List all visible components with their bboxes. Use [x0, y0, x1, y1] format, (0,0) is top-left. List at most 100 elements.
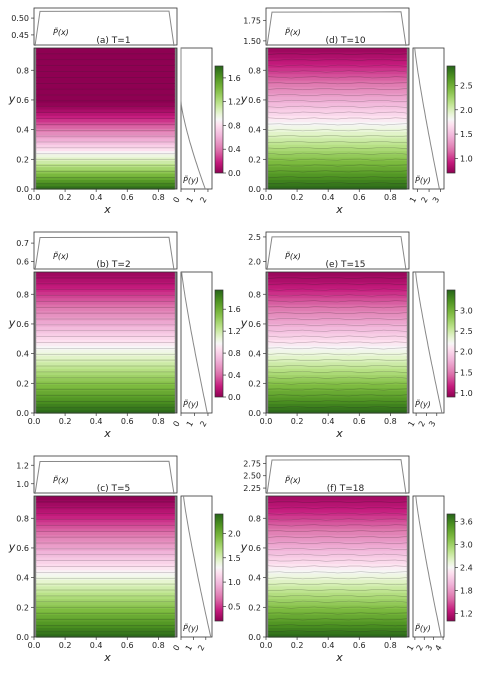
heatmap-band	[268, 284, 407, 289]
py-tick-label: 2	[198, 420, 208, 429]
contour-line	[268, 518, 407, 521]
contour-line	[268, 606, 407, 609]
heatmap-band	[36, 118, 175, 123]
heatmap-band	[36, 627, 175, 632]
heatmap-band	[268, 185, 407, 190]
x-axis-label: x	[103, 203, 111, 216]
px-frame	[33, 231, 178, 270]
heatmap-band	[36, 409, 175, 414]
heatmap-band	[36, 67, 175, 72]
heatmap-band	[36, 361, 175, 366]
heatmap-band	[36, 345, 175, 350]
y-tick-label: 0.0	[16, 633, 29, 642]
py-tick-label: 1	[184, 644, 194, 653]
heatmap-band	[36, 371, 175, 376]
contour-line	[268, 99, 407, 102]
contour-line	[268, 312, 407, 315]
heatmap-band	[36, 128, 175, 132]
heatmap-band	[36, 131, 175, 136]
heatmap-band	[36, 595, 175, 600]
py-tick-label: 3	[427, 420, 437, 429]
y-tick-label: 0.4	[248, 350, 261, 359]
contour-line	[268, 105, 407, 108]
heatmap-band	[268, 166, 407, 171]
px-frame	[33, 7, 178, 46]
x-tick-label: 0.8	[384, 193, 397, 202]
heatmap-band	[36, 579, 175, 584]
contour-line	[268, 341, 407, 344]
heatmap-band	[268, 396, 407, 401]
heatmap-band	[36, 374, 175, 379]
heatmap-band	[268, 54, 407, 59]
panel-5: 0.0 0.2 0.4 0.6 0.8 0.0 0.2 0.4 0.6 0.8 x y 1.2 1.0 P̃…	[8, 455, 241, 664]
heatmap-band	[268, 278, 407, 283]
contour-line	[268, 282, 407, 285]
x-tick-label: 0.0	[260, 641, 273, 650]
heatmap-band	[36, 534, 175, 539]
py-curve	[181, 271, 208, 414]
heatmap-band	[268, 384, 407, 388]
x-axis-label: x	[335, 651, 343, 664]
heatmap-band	[36, 176, 175, 180]
colorbar	[214, 65, 224, 174]
contour-line	[268, 329, 407, 332]
py-tick-label: 1	[185, 196, 195, 205]
heatmap-band	[268, 521, 407, 526]
panel-2: 0.0 0.2 0.4 0.6 0.8 0.0 0.2 0.4 0.6 0.8 x y 1.75 1.50…	[240, 7, 473, 216]
contour-line	[268, 547, 407, 550]
py-curve	[183, 495, 212, 638]
x-tick-label: 0.8	[384, 641, 397, 650]
contour-line	[268, 382, 407, 385]
heatmap-band	[36, 160, 175, 164]
heatmap-band	[268, 332, 407, 337]
heatmap-band	[36, 121, 175, 126]
heatmap-band	[268, 320, 407, 324]
heatmap-band	[36, 588, 175, 593]
heatmap-band	[36, 313, 175, 318]
y-tick-label: 0.0	[16, 185, 29, 194]
heatmap-band	[36, 336, 175, 340]
x-tick-label: 0.6	[121, 193, 134, 202]
heatmap-band	[36, 553, 175, 558]
contour-line	[268, 152, 407, 155]
heatmap-band	[268, 569, 407, 574]
heatmap-band	[268, 140, 407, 145]
heatmap-band	[36, 64, 175, 68]
contour-line	[268, 571, 407, 574]
heatmap-band	[36, 60, 175, 65]
heatmap-band	[268, 304, 407, 308]
contour-line	[268, 400, 407, 403]
heatmap-band	[36, 364, 175, 369]
py-tick-label: 4	[433, 644, 443, 653]
px-tick-label: 2.5	[248, 233, 261, 242]
heatmap-band	[268, 172, 407, 177]
heatmap-band	[268, 550, 407, 555]
heatmap-band	[268, 156, 407, 161]
y-tick-label: 0.0	[16, 409, 29, 418]
heatmap-band	[36, 169, 175, 174]
heatmap-band	[268, 566, 407, 571]
x-tick-label: 0.4	[322, 641, 335, 650]
heatmap-band	[268, 371, 407, 376]
heatmap-band	[268, 169, 407, 174]
heatmap-band	[268, 67, 407, 72]
heatmap-band	[268, 499, 407, 504]
colorbar-tick-label: 1.2	[228, 327, 241, 336]
heatmap-band	[268, 60, 407, 65]
colorbar-tick-label: 1.5	[228, 554, 241, 563]
heatmap-band	[268, 572, 407, 577]
heatmap-band	[36, 182, 175, 187]
y-axis-label: y	[8, 317, 16, 330]
heatmap-band	[36, 601, 175, 606]
heatmap-band	[268, 508, 407, 513]
colorbar-tick-label: 2.0	[460, 348, 473, 357]
py-tick-label: 2	[419, 196, 429, 205]
contour-line	[268, 524, 407, 527]
contour-line	[268, 306, 407, 309]
colorbar-tick-label: 1.0	[460, 389, 473, 398]
heatmap-band	[268, 524, 407, 529]
heatmap-band	[36, 348, 175, 353]
heatmap-band	[268, 595, 407, 600]
py-tick-label: 2	[196, 644, 206, 653]
